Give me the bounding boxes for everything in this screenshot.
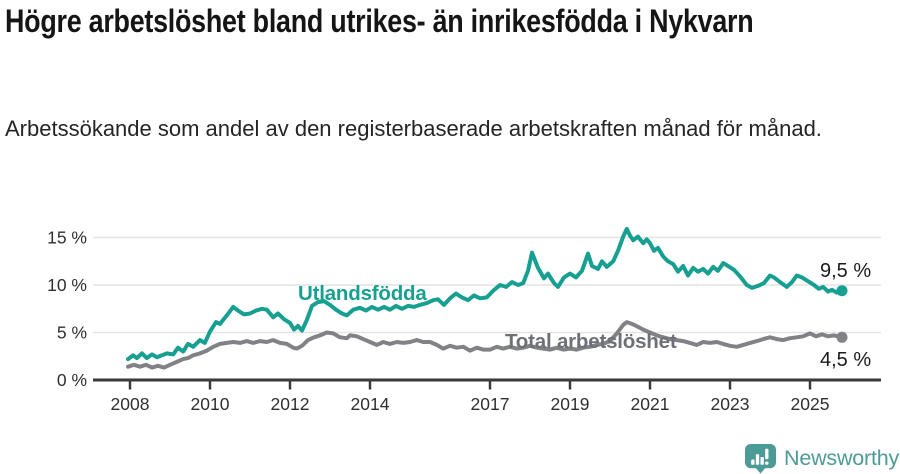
x-axis-tick-label: 2008 [111, 394, 150, 414]
page-title: Högre arbetslöshet bland utrikes- än inr… [5, 3, 754, 39]
unemployment-line-chart: 0 % 5 % 10 % 15 % 2008 2010 2012 2014 2017 2019 20… [47, 226, 881, 414]
newsworthy-wordmark: Newsworthy [784, 446, 900, 470]
newsworthy-chart-bubble-icon [745, 443, 776, 474]
chart-subtitle: Arbetssökande som andel av den registerb… [5, 116, 822, 141]
x-axis-tick-label: 2014 [351, 394, 390, 414]
y-axis-tick-label: 10 % [47, 275, 87, 295]
y-axis-tick-label: 15 % [47, 228, 87, 248]
x-axis-tick-label: 2017 [471, 394, 510, 414]
series-end-value-utlandsfodda: 9,5 % [820, 260, 871, 282]
series-end-value-total-arbetsloshet: 4,5 % [820, 349, 871, 371]
series-line-utlandsfodda [126, 226, 844, 362]
x-axis-tick-label: 2012 [271, 394, 310, 414]
x-axis-tick-label: 2023 [711, 394, 750, 414]
x-axis-tick-label: 2019 [551, 394, 590, 414]
series-line-total-arbetsloshet [126, 320, 844, 370]
series-label-utlandsfodda: Utlandsfödda [298, 282, 427, 305]
series-end-dot-utlandsfodda [836, 285, 848, 297]
series-end-dot-total-arbetsloshet [836, 331, 848, 343]
y-axis-tick-label: 5 % [57, 323, 87, 343]
newsworthy-logo[interactable]: Newsworthy [744, 443, 899, 474]
x-axis-tick-label: 2025 [791, 394, 830, 414]
series-label-total-arbetsloshet: Total arbetslöshet [505, 330, 677, 353]
x-axis-tick-label: 2021 [631, 394, 670, 414]
y-axis-tick-label: 0 % [57, 370, 87, 390]
x-axis-tick-label: 2010 [191, 394, 230, 414]
